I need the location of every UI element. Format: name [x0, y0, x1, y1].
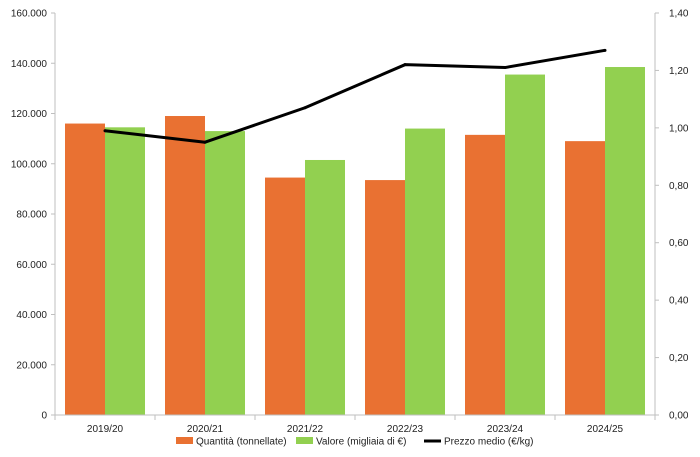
y-left-tick-label: 140.000	[11, 59, 48, 70]
bar-valore-2021-22	[305, 159, 345, 415]
legend-label-prezzo-medio: Prezzo medio (€/kg)	[444, 437, 533, 448]
bar-valore-2020-21	[205, 131, 245, 415]
y-left-tick-label: 0	[41, 411, 47, 422]
point-prezzo-medio-2024-25	[603, 48, 607, 52]
bar-quantita-2019-20	[65, 123, 105, 416]
legend-swatch-valore	[296, 437, 313, 444]
line-layer	[103, 48, 607, 144]
point-prezzo-medio-2019-20	[103, 129, 107, 133]
x-tick-label: 2022/23	[387, 424, 424, 435]
bar-valore-2024-25	[605, 67, 645, 416]
x-tick-label: 2023/24	[487, 424, 524, 435]
y-left-tick-label: 40.000	[16, 310, 47, 321]
y-right-tick-label: 0,20	[669, 353, 689, 364]
bar-valore-2019-20	[105, 127, 145, 415]
bar-quantita-2022-23	[365, 180, 405, 415]
point-prezzo-medio-2022-23	[403, 63, 407, 67]
y-left-tick-label: 20.000	[16, 360, 47, 371]
x-tick-label: 2019/20	[87, 424, 124, 435]
point-prezzo-medio-2021-22	[303, 106, 307, 110]
point-prezzo-medio-2023-24	[503, 66, 507, 70]
y-left-tick-label: 120.000	[11, 109, 48, 120]
x-tick-label: 2020/21	[187, 424, 224, 435]
bar-quantita-2023-24	[465, 134, 505, 415]
y-left-tick-label: 80.000	[16, 210, 47, 221]
bar-quantita-2020-21	[165, 116, 205, 415]
y-right-tick-label: 1,00	[669, 123, 689, 134]
y-right-tick-label: 0,40	[669, 296, 689, 307]
y-left-tick-label: 60.000	[16, 260, 47, 271]
y-right-tick-label: 0,60	[669, 238, 689, 249]
x-tick-label: 2024/25	[587, 424, 624, 435]
axes-layer: 0 20.000 40.000 60.000 80.000 100.000 120.000 1…	[11, 9, 689, 436]
legend-swatch-quantita	[176, 437, 193, 444]
line-prezzo-medio	[104, 48, 606, 144]
bar-quantita-2024-25	[565, 141, 605, 415]
bar-quantita-2021-22	[265, 177, 305, 415]
bars-layer	[65, 67, 645, 416]
point-prezzo-medio-2020-21	[203, 140, 207, 144]
bar-valore-2022-23	[405, 128, 445, 415]
y-right-tick-label: 0,80	[669, 181, 689, 192]
bar-valore-2023-24	[505, 74, 545, 416]
y-right-tick-label: 1,20	[669, 66, 689, 77]
x-tick-label: 2021/22	[287, 424, 324, 435]
y-right-tick-label: 1,40	[669, 9, 689, 20]
legend: Quantità (tonnellate) Valore (migliaia di…	[176, 437, 533, 448]
legend-label-quantita: Quantità (tonnellate)	[196, 437, 287, 448]
y-left-tick-label: 100.000	[11, 159, 48, 170]
legend-label-valore: Valore (migliaia di €)	[316, 437, 406, 448]
y-right-tick-label: 0,00	[669, 411, 689, 422]
y-left-tick-label: 160.000	[11, 9, 48, 20]
